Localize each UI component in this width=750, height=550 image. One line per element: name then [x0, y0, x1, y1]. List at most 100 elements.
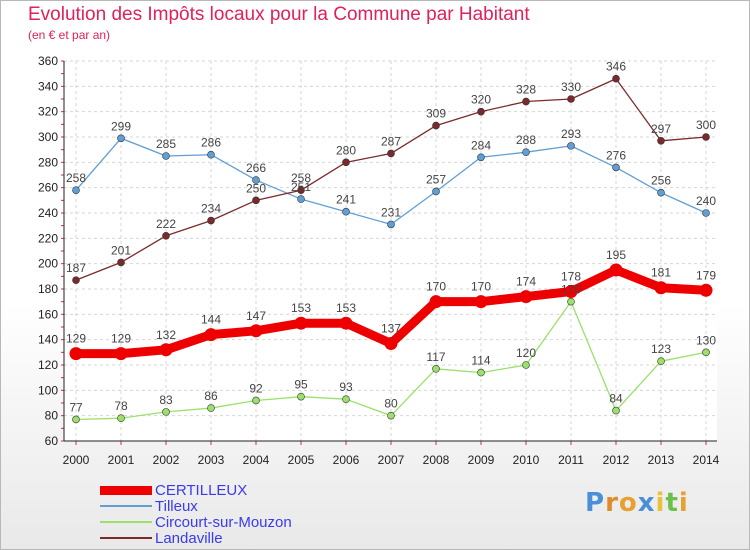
data-label-circourt-sur-mouzon: 130 — [696, 333, 716, 347]
data-label-landaville: 300 — [696, 118, 716, 132]
data-label-landaville: 280 — [336, 143, 356, 157]
x-tick-label: 2002 — [153, 453, 180, 467]
data-label-tilleux: 258 — [66, 171, 86, 185]
data-point-tilleux — [117, 134, 125, 143]
data-point-circourt-sur-mouzon — [567, 297, 575, 306]
data-label-tilleux: 266 — [246, 161, 266, 175]
data-point-certilleux — [114, 347, 128, 361]
x-tick-label: 2000 — [63, 453, 90, 467]
y-tick-label: 320 — [38, 105, 58, 119]
data-label-landaville: 258 — [291, 171, 311, 185]
y-tick-label: 360 — [38, 54, 58, 68]
data-label-tilleux: 299 — [111, 119, 131, 133]
data-point-landaville — [297, 186, 305, 194]
data-label-tilleux: 285 — [156, 137, 176, 151]
data-label-certilleux: 174 — [516, 275, 536, 289]
data-label-certilleux: 129 — [66, 332, 86, 346]
data-label-tilleux: 240 — [696, 194, 716, 208]
proxiti-logo: Proxiti — [585, 488, 689, 518]
chart-title: Evolution des Impôts locaux pour la Comm… — [28, 4, 530, 25]
data-label-certilleux: 153 — [291, 301, 311, 315]
data-point-circourt-sur-mouzon — [387, 411, 395, 420]
data-label-certilleux: 144 — [201, 313, 221, 327]
data-label-landaville: 346 — [606, 60, 626, 74]
legend-label: Landaville — [155, 530, 223, 547]
data-point-circourt-sur-mouzon — [72, 415, 80, 424]
data-label-tilleux: 251 — [291, 180, 311, 194]
data-label-circourt-sur-mouzon: 92 — [249, 381, 263, 395]
data-point-landaville — [117, 258, 125, 267]
data-point-tilleux — [387, 220, 395, 229]
data-label-certilleux: 170 — [426, 280, 446, 294]
data-point-certilleux — [384, 336, 398, 350]
data-label-landaville: 309 — [426, 107, 446, 121]
data-point-landaville — [252, 196, 260, 205]
x-tick-label: 2011 — [558, 453, 584, 467]
data-point-tilleux — [702, 209, 710, 217]
data-label-landaville: 234 — [201, 202, 221, 216]
data-point-tilleux — [612, 163, 620, 172]
y-tick-label: 180 — [38, 282, 58, 296]
data-label-certilleux: 179 — [696, 268, 716, 282]
data-point-circourt-sur-mouzon — [297, 392, 305, 401]
data-label-tilleux: 241 — [336, 193, 356, 207]
data-point-landaville — [162, 232, 170, 240]
data-point-certilleux — [159, 343, 173, 357]
data-point-landaville — [522, 97, 530, 106]
data-point-landaville — [387, 149, 395, 158]
x-tick-label: 2005 — [288, 453, 315, 467]
legend-label: CERTILLEUX — [155, 482, 248, 499]
data-point-circourt-sur-mouzon — [207, 404, 215, 412]
data-point-certilleux — [474, 295, 488, 309]
data-point-certilleux — [609, 263, 623, 277]
data-label-circourt-sur-mouzon: 77 — [69, 400, 83, 414]
x-tick-label: 2007 — [378, 453, 405, 467]
data-point-landaville — [342, 158, 350, 167]
x-tick-label: 2009 — [468, 453, 495, 467]
data-label-circourt-sur-mouzon: 120 — [516, 346, 536, 360]
y-tick-label: 120 — [38, 358, 58, 372]
data-point-landaville — [72, 276, 80, 284]
data-point-certilleux — [339, 316, 353, 330]
data-point-certilleux — [204, 328, 218, 342]
data-point-circourt-sur-mouzon — [702, 348, 710, 357]
data-label-landaville: 320 — [471, 93, 491, 107]
x-tick-label: 2006 — [333, 453, 360, 467]
data-label-landaville: 287 — [381, 134, 401, 148]
data-label-circourt-sur-mouzon: 95 — [294, 378, 308, 392]
data-label-circourt-sur-mouzon: 123 — [651, 342, 671, 356]
data-label-certilleux: 153 — [336, 301, 356, 315]
data-label-tilleux: 257 — [426, 172, 446, 186]
data-label-landaville: 201 — [111, 243, 131, 257]
data-label-landaville: 222 — [156, 217, 176, 231]
data-point-circourt-sur-mouzon — [612, 406, 620, 415]
data-point-circourt-sur-mouzon — [342, 395, 350, 404]
data-point-landaville — [207, 216, 215, 225]
x-tick-label: 2003 — [198, 453, 225, 467]
data-label-landaville: 187 — [66, 261, 86, 275]
data-point-circourt-sur-mouzon — [117, 414, 125, 423]
y-tick-label: 260 — [38, 181, 58, 195]
data-point-landaville — [702, 133, 710, 141]
data-point-certilleux — [564, 285, 578, 299]
data-label-circourt-sur-mouzon: 93 — [339, 380, 353, 394]
data-point-circourt-sur-mouzon — [477, 368, 485, 377]
data-point-tilleux — [567, 142, 575, 150]
data-point-landaville — [477, 107, 485, 116]
data-point-certilleux — [294, 316, 308, 330]
y-tick-label: 60 — [45, 434, 59, 448]
data-label-tilleux: 276 — [606, 148, 626, 162]
data-label-tilleux: 293 — [561, 127, 581, 141]
y-tick-label: 300 — [38, 130, 58, 144]
data-label-certilleux: 181 — [651, 266, 671, 280]
data-label-tilleux: 286 — [201, 136, 221, 150]
data-label-circourt-sur-mouzon: 170 — [561, 283, 581, 297]
y-tick-label: 340 — [38, 79, 58, 93]
data-label-certilleux: 178 — [561, 270, 581, 284]
data-label-certilleux: 170 — [471, 280, 491, 294]
data-point-tilleux — [657, 188, 665, 197]
data-point-certilleux — [519, 290, 533, 304]
data-point-certilleux — [699, 283, 713, 297]
data-label-certilleux: 147 — [246, 309, 266, 323]
